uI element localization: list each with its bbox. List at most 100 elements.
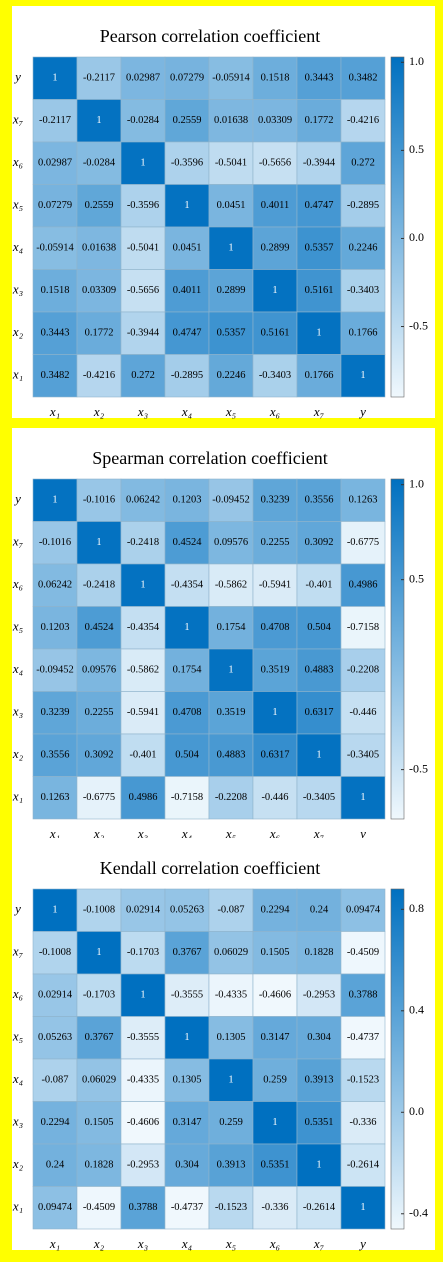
cell	[252, 184, 298, 228]
cell-label: 0.6317	[305, 707, 334, 718]
cell-label: -0.446	[349, 707, 376, 718]
colorbar-tick-label: -0.4	[409, 1206, 428, 1220]
y-tick-label: x₅	[12, 1029, 23, 1044]
cell-label: 0.504	[307, 622, 331, 633]
cell-label: -0.2117	[83, 73, 115, 84]
x-tick-label: x₆	[269, 826, 280, 841]
cell	[252, 888, 298, 932]
cell	[340, 99, 386, 143]
cell	[120, 931, 166, 975]
cell	[208, 733, 254, 777]
cell	[32, 563, 78, 607]
colorbar-tick-label: 0.5	[409, 142, 424, 156]
cell	[76, 99, 122, 143]
cell	[296, 226, 342, 270]
cell-label: -0.05914	[36, 243, 74, 254]
cell-label: 0.06242	[38, 580, 72, 591]
cell-label: -0.4509	[347, 947, 379, 958]
cell-label: 1	[228, 243, 233, 254]
cell-label: 0.272	[351, 158, 375, 169]
cell-label: 1	[96, 947, 101, 958]
cell-label: 1	[96, 537, 101, 548]
cell-label: 0.01638	[214, 115, 248, 126]
cell	[208, 973, 254, 1017]
cell-label: 0.09474	[38, 1202, 73, 1213]
cell-label: -0.1008	[83, 905, 115, 916]
y-tick-label: x₆	[12, 576, 23, 591]
cell	[164, 141, 210, 185]
cell	[120, 521, 166, 565]
cell	[340, 563, 386, 607]
cell-label: 0.06029	[82, 1075, 116, 1086]
cell	[164, 1186, 210, 1230]
cell	[296, 311, 342, 355]
cell-label: 0.01638	[82, 243, 116, 254]
cell-label: 0.05263	[170, 905, 204, 916]
x-tick-label: x₄	[181, 404, 193, 419]
cell-label: -0.0284	[127, 115, 160, 126]
cell	[252, 1186, 298, 1230]
cell	[76, 648, 122, 692]
cell-label: 0.4708	[261, 622, 290, 633]
cell	[296, 141, 342, 185]
cell	[340, 606, 386, 650]
cell-label: 0.3556	[41, 750, 70, 761]
cell-label: -0.3944	[127, 328, 160, 339]
x-tick-label: x₇	[313, 404, 325, 419]
cell	[164, 648, 210, 692]
cell-label: 0.5161	[305, 285, 334, 296]
cell-label: 0.1305	[217, 1032, 246, 1043]
cell-label: -0.2614	[303, 1202, 336, 1213]
cell-label: -0.5041	[127, 243, 159, 254]
cell	[340, 1101, 386, 1145]
cell-label: -0.4335	[215, 990, 247, 1001]
cell-label: 1	[96, 115, 101, 126]
cell	[76, 691, 122, 735]
cell-label: -0.2208	[215, 792, 247, 803]
cell-label: -0.7158	[171, 792, 203, 803]
cell	[340, 269, 386, 313]
cell	[252, 931, 298, 975]
cell-label: 0.1828	[85, 1160, 114, 1171]
cell	[208, 563, 254, 607]
y-tick-label: x₅	[12, 197, 23, 212]
chart-title: Spearman correlation coefficient	[92, 448, 328, 468]
cell-label: 0.304	[307, 1032, 331, 1043]
cell-label: 0.2294	[261, 905, 291, 916]
cell-label: 0.3443	[305, 73, 334, 84]
cell	[252, 733, 298, 777]
cell-label: -0.5862	[127, 665, 159, 676]
x-tick-label: x₄	[181, 1236, 193, 1251]
cell-label: -0.5656	[127, 285, 159, 296]
cell	[208, 269, 254, 313]
cell	[32, 733, 78, 777]
cell-label: -0.2208	[347, 665, 379, 676]
cell	[296, 776, 342, 820]
cell	[296, 973, 342, 1017]
cell-label: 1	[272, 1117, 277, 1128]
x-tick-label: x₅	[225, 404, 236, 419]
cell-label: 0.5357	[217, 328, 246, 339]
y-tick-label: x₁	[12, 789, 23, 804]
cell-label: -0.6775	[83, 792, 115, 803]
cell-label: 0.3482	[41, 370, 70, 381]
cell	[32, 99, 78, 143]
cell-label: -0.4509	[83, 1202, 115, 1213]
x-tick-label: x₂	[93, 404, 105, 419]
cell-label: 0.3519	[217, 707, 246, 718]
cell-label: 0.3556	[305, 495, 334, 506]
cell-label: 0.5351	[305, 1117, 334, 1128]
cell-label: -0.2614	[347, 1160, 380, 1171]
x-tick-label: x₃	[137, 1236, 148, 1251]
cell-label: 0.5357	[305, 243, 334, 254]
cell	[32, 1186, 78, 1230]
cell	[296, 606, 342, 650]
cell-label: 0.2255	[261, 537, 290, 548]
cell-label: 0.3147	[173, 1117, 202, 1128]
cell-label: 0.4011	[173, 285, 202, 296]
colorbar-tick-label: -0.5	[409, 318, 428, 332]
cell	[76, 184, 122, 228]
cell-label: -0.3596	[127, 200, 159, 211]
cell-label: 0.2246	[349, 243, 378, 254]
